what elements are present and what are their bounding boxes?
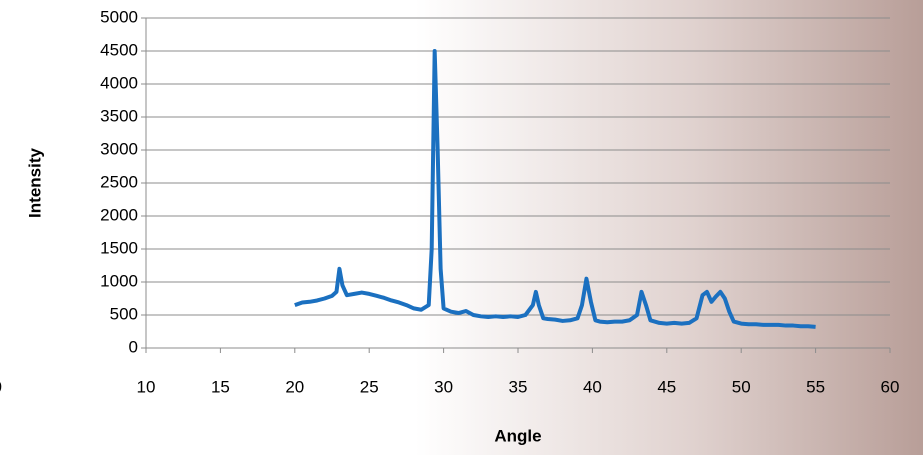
y-tick-label: 3500 bbox=[100, 106, 138, 125]
x-tick-label: 15 bbox=[211, 377, 230, 396]
x-tick-label: 55 bbox=[806, 377, 825, 396]
y-tick-label: 3000 bbox=[100, 139, 138, 158]
y-axis-title: Intensity bbox=[25, 148, 44, 218]
x-tick-label: 20 bbox=[285, 377, 304, 396]
x-tick-label: 25 bbox=[360, 377, 379, 396]
line-series bbox=[294, 49, 816, 329]
x-tick-label: 10 bbox=[137, 377, 156, 396]
x-tick-label: 50 bbox=[732, 377, 751, 396]
x-axis-title: Angle bbox=[494, 426, 541, 445]
y-tick-label: 2000 bbox=[100, 205, 138, 224]
x-tick-label: 40 bbox=[583, 377, 602, 396]
y-tick-label: 500 bbox=[110, 304, 138, 323]
x-tick-label: 0 bbox=[0, 377, 2, 396]
y-tick-label: 1000 bbox=[100, 271, 138, 290]
x-tick-label: 45 bbox=[657, 377, 676, 396]
y-tick-label: 2500 bbox=[100, 172, 138, 191]
y-tick-label: 4500 bbox=[100, 40, 138, 59]
y-tick-label: 4000 bbox=[100, 73, 138, 92]
y-tick-label: 1500 bbox=[100, 238, 138, 257]
y-tick-label: 0 bbox=[129, 337, 138, 356]
y-tick-label: 5000 bbox=[100, 7, 138, 26]
x-tick-label: 60 bbox=[881, 377, 900, 396]
x-tick-label: 30 bbox=[434, 377, 453, 396]
x-tick-label: 35 bbox=[509, 377, 528, 396]
